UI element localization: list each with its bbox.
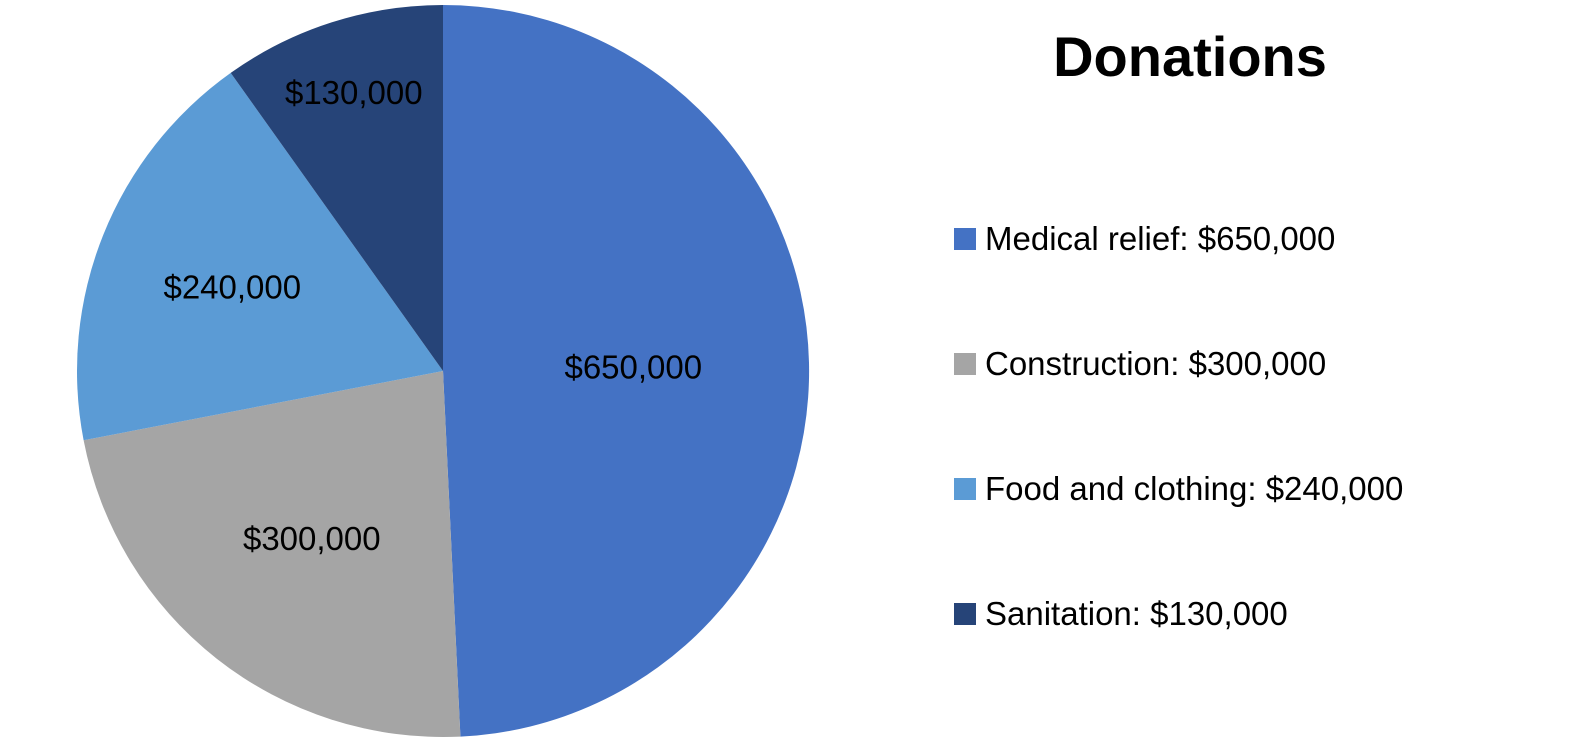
slice-value-label-3: $130,000 — [285, 74, 423, 111]
pie-chart-area: $650,000 $300,000 $240,000 $130,000 — [76, 4, 810, 738]
pie-slice-3 — [230, 5, 443, 371]
chart-title: Donations — [1053, 25, 1327, 88]
slice-value-label-0: $650,000 — [564, 349, 702, 386]
legend-swatch-icon — [954, 478, 976, 500]
legend-swatch-icon — [954, 603, 976, 625]
legend-label: Construction: $300,000 — [985, 345, 1327, 382]
chart-legend: Donations Medical relief: $650,000 Const… — [886, 0, 1574, 742]
pie-slice-0 — [443, 4, 810, 737]
legend-item-sanitation: Sanitation: $130,000 — [954, 594, 1574, 634]
legend-item-food-and-clothing: Food and clothing: $240,000 — [954, 469, 1574, 509]
legend-swatch-icon — [954, 228, 976, 250]
slice-value-label-1: $300,000 — [243, 520, 381, 557]
legend-label: Medical relief: $650,000 — [985, 220, 1336, 257]
legend-swatch-icon — [954, 353, 976, 375]
slice-value-label-2: $240,000 — [163, 269, 301, 306]
pie-svg: $650,000 $300,000 $240,000 $130,000 — [76, 4, 810, 738]
legend-item-medical-relief: Medical relief: $650,000 — [954, 219, 1574, 259]
pie-slice-1 — [83, 371, 461, 738]
legend-label: Food and clothing: $240,000 — [985, 470, 1404, 507]
legend-item-construction: Construction: $300,000 — [954, 344, 1574, 384]
legend-label: Sanitation: $130,000 — [985, 595, 1288, 632]
pie-slice-2 — [76, 72, 443, 441]
legend-items: Medical relief: $650,000 Construction: $… — [954, 219, 1574, 634]
